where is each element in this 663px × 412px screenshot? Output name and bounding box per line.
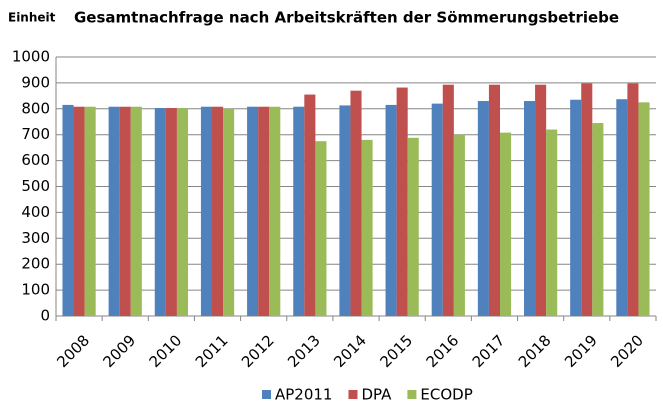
bar (315, 141, 327, 316)
bar (453, 134, 465, 316)
bar (154, 108, 166, 316)
bar (269, 106, 281, 316)
bar (165, 108, 177, 316)
y-tick-label: 400 (21, 203, 50, 221)
y-tick-label: 1000 (12, 48, 50, 66)
bar (477, 101, 489, 316)
bar (247, 106, 259, 316)
legend-label: AP2011 (275, 386, 332, 404)
y-tick-label: 900 (21, 73, 50, 91)
bar (258, 106, 270, 316)
bar (488, 84, 500, 316)
x-tick-label: 2016 (423, 331, 463, 371)
x-tick-label: 2017 (469, 331, 509, 371)
bar (212, 106, 224, 316)
x-tick-label: 2013 (284, 331, 324, 371)
bar (176, 108, 188, 316)
x-tick-label: 2020 (607, 331, 647, 371)
bar (108, 106, 120, 316)
bar (581, 83, 593, 316)
bar (638, 102, 650, 316)
legend-swatch (348, 390, 358, 399)
x-tick-label: 2011 (192, 331, 232, 371)
bar (339, 105, 351, 316)
x-tick-label: 2010 (146, 331, 186, 371)
bar (535, 84, 547, 316)
x-tick-label: 2012 (238, 331, 278, 371)
bar (570, 99, 582, 316)
x-tick-label: 2008 (53, 331, 93, 371)
bar (350, 90, 362, 316)
bar (84, 106, 96, 316)
x-tick-label: 2015 (376, 331, 416, 371)
bar (304, 94, 316, 317)
bar (407, 137, 419, 316)
bar (385, 104, 397, 316)
bar (431, 103, 443, 317)
bar (546, 129, 558, 316)
y-tick-label: 200 (21, 255, 50, 273)
y-tick-label: 700 (21, 125, 50, 143)
bar (62, 104, 74, 316)
y-axis-label: Einheit (8, 11, 56, 25)
x-tick-label: 2009 (100, 331, 140, 371)
y-tick-label: 800 (21, 99, 50, 117)
bar (442, 84, 454, 316)
x-tick-label: 2019 (561, 331, 601, 371)
chart-title: Gesamtnachfrage nach Arbeitskräften der … (74, 9, 619, 27)
bar (616, 99, 628, 316)
bar (500, 132, 512, 316)
y-tick-label: 600 (21, 151, 50, 169)
bar (223, 108, 235, 316)
y-tick-label: 0 (40, 307, 50, 325)
x-tick-label: 2014 (330, 331, 370, 371)
bar (119, 106, 131, 316)
bar (130, 106, 142, 316)
legend-label: ECODP (420, 386, 472, 404)
legend-label: DPA (361, 386, 392, 404)
bar (200, 106, 212, 316)
bar (592, 123, 604, 316)
y-tick-label: 300 (21, 229, 50, 247)
legend-swatch (262, 390, 271, 399)
y-tick-label: 500 (21, 177, 50, 195)
x-tick-label: 2018 (515, 331, 555, 371)
bar (293, 106, 305, 316)
legend-swatch (407, 390, 417, 399)
bar (627, 83, 639, 316)
bar (361, 139, 373, 316)
bar (396, 87, 408, 316)
bar (524, 101, 536, 316)
y-tick-label: 100 (21, 281, 50, 299)
bar (73, 106, 85, 316)
